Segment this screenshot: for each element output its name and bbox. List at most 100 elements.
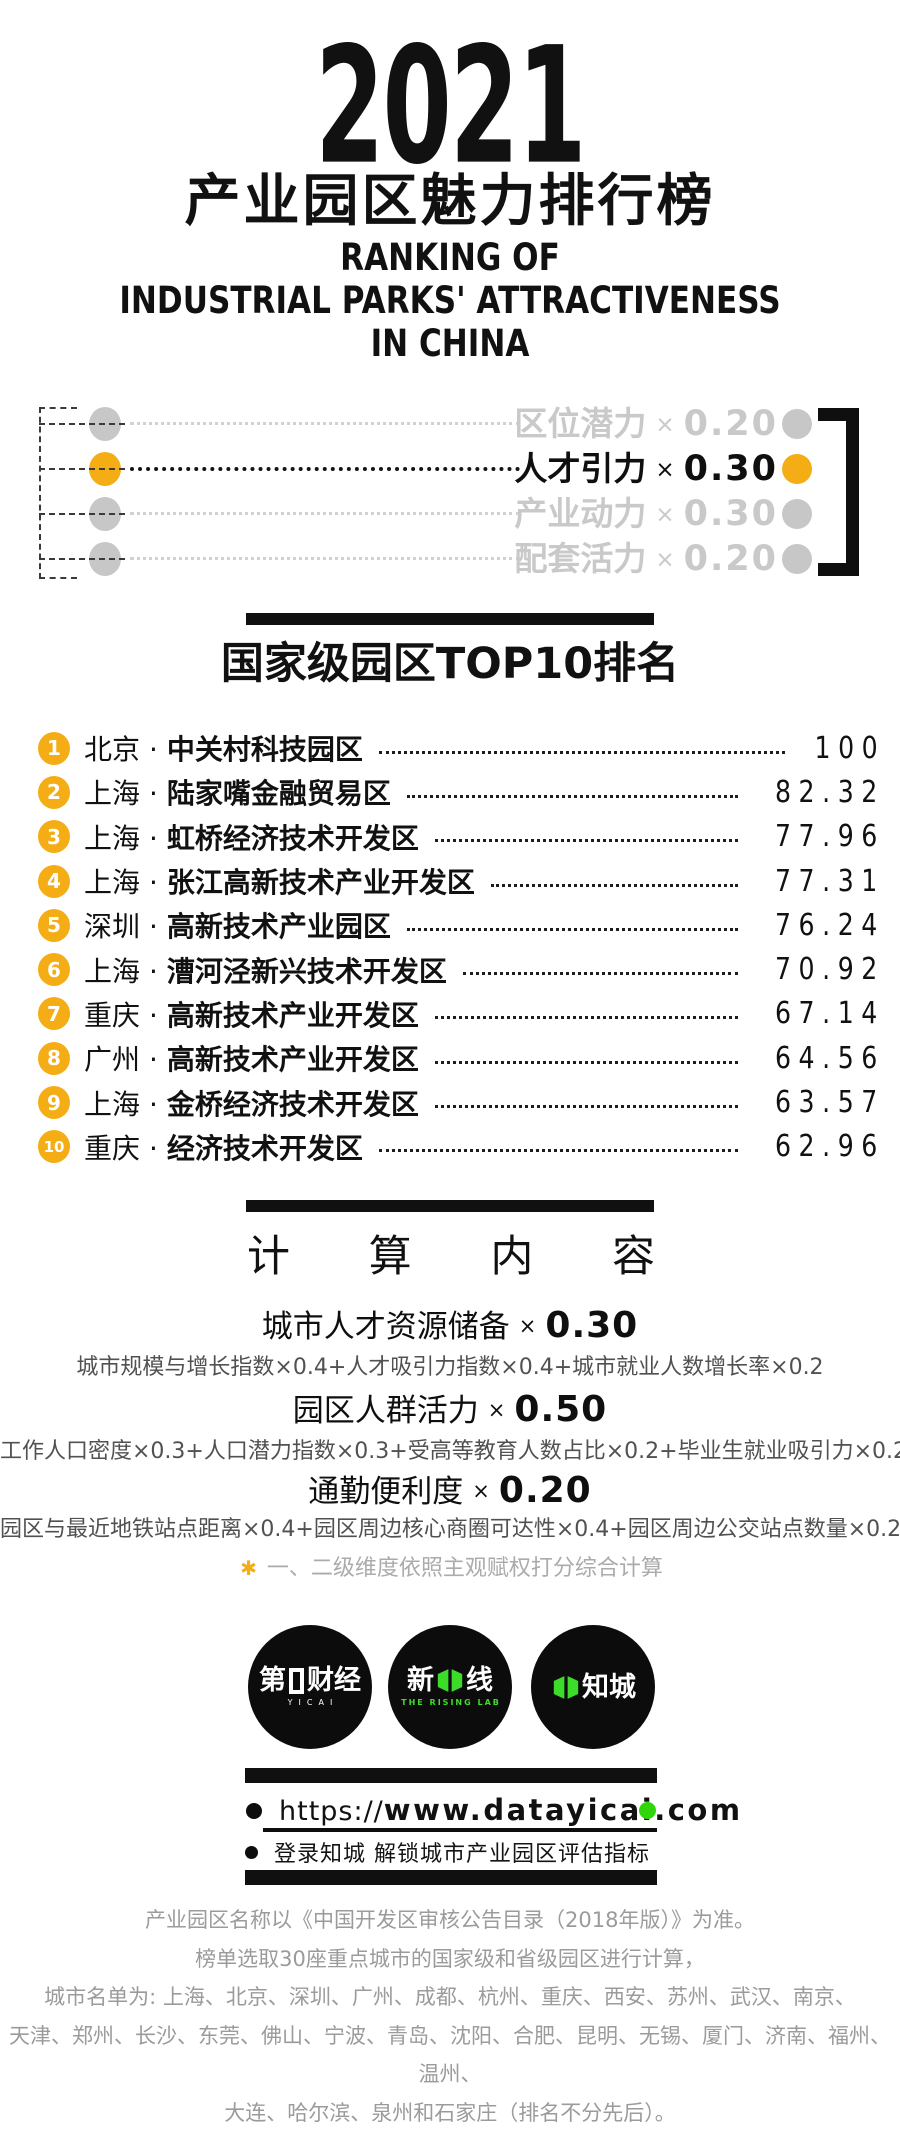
- dotted-leader: [406, 794, 739, 798]
- footer-line: 大连、哈尔滨、泉州和石家庄（排名不分先后）。: [224, 2100, 676, 2125]
- formula-detail: 城市规模与增长指数×0.4+人才吸引力指数×0.4+城市就业人数增长率×0.2: [76, 1355, 824, 1380]
- green-dot-icon: [639, 1802, 656, 1819]
- dashed-connector: [39, 513, 125, 515]
- dashed-bracket-line: [39, 407, 41, 579]
- formula-heading: 园区人群活力 × 0.50: [292, 1389, 608, 1430]
- title-en-line: IN CHINA: [370, 322, 530, 365]
- factor-dot-icon-highlight: [782, 454, 812, 484]
- dotted-leader: [130, 557, 520, 560]
- dotted-leader: [406, 927, 739, 931]
- calculation-heading: 计 算 内 容: [247, 1232, 655, 1282]
- list-item: 4 上海 · 张江高新技术产业开发区 77.31: [38, 859, 877, 903]
- score-value: 62.96: [775, 1129, 885, 1165]
- title-en-line: INDUSTRIAL PARKS' ATTRACTIVENESS: [119, 279, 781, 322]
- ranking-list: 1 北京 · 中关村科技园区 100 2 上海 · 陆家嘴金融贸易区 82.32 3 上…: [38, 726, 877, 1169]
- list-item: 2 上海 · 陆家嘴金融贸易区 82.32: [38, 770, 877, 814]
- formula-heading: 城市人才资源储备 × 0.30: [261, 1305, 639, 1346]
- logo-subtext: THE RISING LAB: [401, 1698, 501, 1707]
- formula-heading: 通勤便利度 × 0.20: [308, 1470, 592, 1511]
- logo-subtext: YICAI: [287, 1698, 339, 1707]
- dotted-leader: [130, 467, 520, 471]
- rank-badge: 4: [38, 864, 70, 898]
- divider-bar: [246, 613, 654, 625]
- dotted-leader: [378, 1149, 739, 1153]
- score-value: 82.32: [775, 774, 885, 810]
- dashed-connector: [39, 423, 125, 425]
- list-item: 8 广州 · 高新技术产业开发区 64.56: [38, 1036, 877, 1080]
- rank-badge: 1: [38, 731, 70, 765]
- divider-bar: [245, 1870, 657, 1885]
- formula-detail: 园区与最近地铁站点距离×0.4+园区周边核心商圈可达性×0.4+园区周边公交站点…: [0, 1517, 900, 1542]
- dotted-leader: [130, 422, 520, 425]
- rising-lab-mark-icon: [437, 1669, 463, 1692]
- factor-dot-icon: [782, 544, 812, 574]
- divider-bar: [246, 1200, 654, 1212]
- list-item: 6 上海 · 漕河泾新兴技术开发区 70.92: [38, 947, 877, 991]
- page-title: 产业园区魅力排行榜: [184, 169, 716, 234]
- rank-badge: 8: [38, 1041, 70, 1075]
- dotted-leader: [434, 1105, 739, 1109]
- footer-line: 城市名单为: 上海、北京、深圳、广州、成都、杭州、重庆、西安、苏州、武汉、南京、: [44, 1985, 856, 2009]
- dashed-connector: [39, 558, 125, 560]
- dotted-leader: [378, 750, 785, 754]
- score-value: 67.14: [775, 996, 885, 1032]
- bullet-icon: [246, 1803, 262, 1819]
- dashed-bracket-top: [39, 407, 77, 409]
- rank-badge: 9: [38, 1086, 70, 1120]
- score-value: 64.56: [775, 1040, 885, 1076]
- rank-badge: 10: [38, 1130, 70, 1164]
- park-label: 上海 · 张江高新技术产业开发区: [84, 866, 475, 900]
- rank-badge: 6: [38, 953, 70, 987]
- formula-detail: 工作人口密度×0.3+人口潜力指数×0.3+受高等教育人数占比×0.2+毕业生就…: [0, 1439, 900, 1464]
- list-item: 5 深圳 · 高新技术产业园区 76.24: [38, 903, 877, 947]
- footer-line: 产业园区名称以《中国开发区审核公告目录（2018年版）》为准。: [145, 1908, 755, 1932]
- park-label: 上海 · 虹桥经济技术开发区: [84, 821, 419, 855]
- park-label: 北京 · 中关村科技园区: [84, 733, 363, 767]
- factor-label-highlight: 人才引力 × 0.30: [514, 449, 778, 489]
- dashed-bracket-bottom: [39, 577, 77, 579]
- score-value: 70.92: [775, 952, 885, 988]
- ranking-heading: 国家级园区TOP10排名: [220, 639, 680, 689]
- page-title-en: RANKING OF INDUSTRIAL PARKS' ATTRACTIVEN…: [72, 236, 828, 365]
- website-link[interactable]: https://www.datayicai.com: [245, 1792, 740, 1832]
- list-item: 10 重庆 · 经济技术开发区 62.96: [38, 1125, 877, 1169]
- factor-label: 产业动力 × 0.30: [514, 494, 778, 534]
- park-label: 重庆 · 经济技术开发区: [84, 1131, 363, 1165]
- yicai-one-glyph: [289, 1667, 304, 1694]
- rank-badge: 7: [38, 997, 70, 1031]
- rank-badge: 5: [38, 908, 70, 942]
- logo-yicai: 第财经 YICAI: [248, 1625, 372, 1749]
- year-title: 2021: [315, 12, 586, 201]
- footer-notes: 产业园区名称以《中国开发区审核公告目录（2018年版）》为准。 榜单选取30座重…: [0, 1901, 900, 2140]
- bullet-icon: [245, 1845, 258, 1859]
- factor-dot-icon: [782, 499, 812, 529]
- divider-bar: [245, 1768, 657, 1783]
- park-label: 上海 · 陆家嘴金融贸易区: [84, 777, 391, 811]
- underline: [263, 1828, 657, 1832]
- score-value: 77.31: [775, 863, 885, 899]
- bracket-bar: [846, 408, 859, 576]
- list-item: 9 上海 · 金桥经济技术开发区 63.57: [38, 1080, 877, 1124]
- bracket-bottom-arm: [818, 563, 859, 576]
- factor-label: 区位潜力 × 0.20: [514, 404, 778, 444]
- footer-line: 天津、郑州、长沙、东莞、佛山、宁波、青岛、沈阳、合肥、昆明、无锡、厦门、济南、福…: [9, 2023, 891, 2087]
- dotted-leader: [462, 972, 739, 976]
- logo-rising-lab: 新 线 THE RISING LAB: [388, 1625, 512, 1749]
- logo-zhicheng: 知城: [531, 1625, 655, 1749]
- rank-badge: 2: [38, 775, 70, 809]
- score-value: 63.57: [775, 1085, 885, 1121]
- score-value: 100: [814, 730, 885, 766]
- dotted-leader: [434, 1060, 739, 1064]
- park-label: 上海 · 漕河泾新兴技术开发区: [84, 954, 447, 988]
- dashed-connector: [39, 468, 125, 470]
- dotted-leader: [434, 839, 739, 843]
- score-value: 77.96: [775, 819, 885, 855]
- asterisk-icon: ✱: [240, 1556, 257, 1580]
- dotted-leader: [434, 1016, 739, 1020]
- dotted-leader: [490, 883, 739, 887]
- url-scheme: https://: [279, 1796, 384, 1827]
- factor-dot-icon: [782, 409, 812, 439]
- title-en-line: RANKING OF: [340, 236, 560, 279]
- zhicheng-mark-icon: [553, 1675, 579, 1699]
- list-item: 7 重庆 · 高新技术产业开发区 67.14: [38, 992, 877, 1036]
